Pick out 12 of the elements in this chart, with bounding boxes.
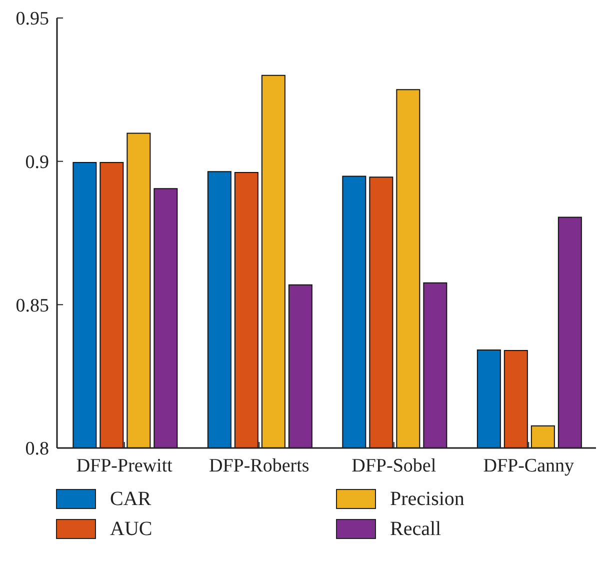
legend-label: CAR	[110, 488, 152, 510]
legend-label: AUC	[110, 518, 152, 540]
legend-label: Recall	[390, 518, 442, 540]
legend-label: Precision	[390, 488, 464, 510]
x-tick-label: DFP-Roberts	[208, 455, 310, 476]
y-tick-label: 0.9	[25, 152, 49, 174]
y-tick-label: 0.85	[16, 295, 49, 316]
x-tick-label: DFP-Sobel	[352, 455, 436, 476]
x-tick-label: DFP-Canny	[483, 455, 575, 476]
x-tick-label: DFP-Prewitt	[76, 455, 174, 476]
y-tick-label: 0.95	[16, 8, 49, 30]
y-tick-label: 0.8	[25, 438, 49, 460]
